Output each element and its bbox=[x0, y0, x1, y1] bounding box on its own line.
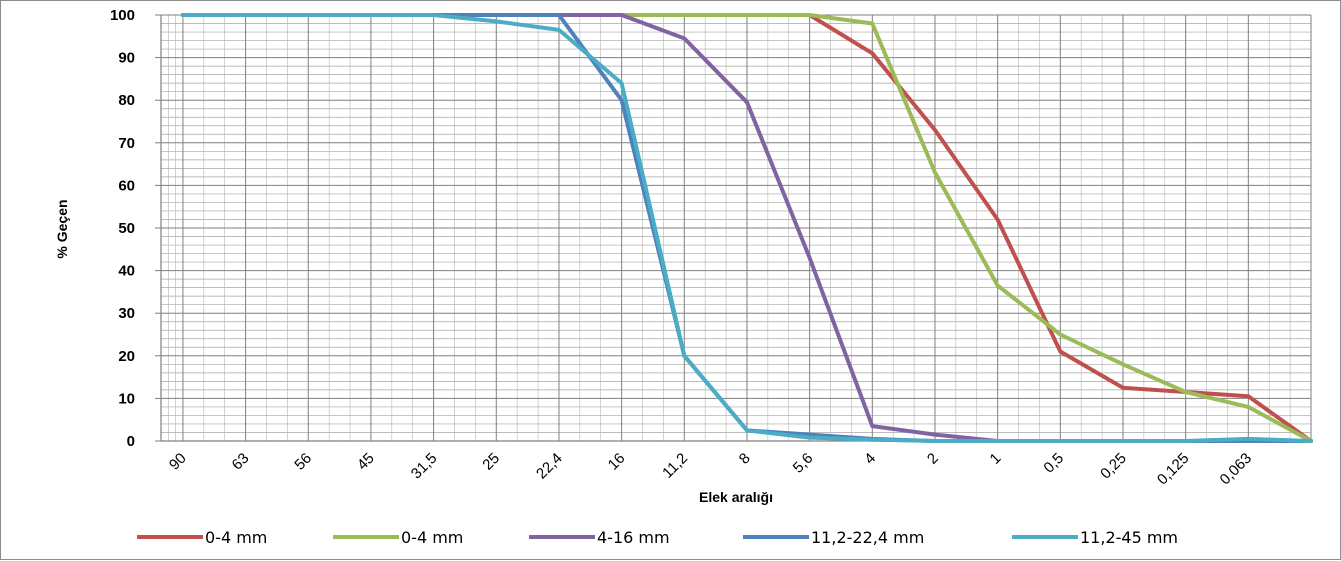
legend: 0-4 mm 0-4 mm 4-16 mm 11,2-22,4 mm 11,2-45 m… bbox=[137, 528, 1178, 547]
y-tick-label: 50 bbox=[118, 220, 135, 237]
x-tick-label: 11,2 bbox=[659, 450, 691, 482]
y-tick-label: 40 bbox=[118, 263, 135, 280]
y-tick-labels: 0 10 20 30 40 50 60 70 80 90 100 bbox=[110, 7, 135, 450]
x-tick-label: 0,063 bbox=[1217, 450, 1256, 489]
legend-label: 11,2-22,4 mm bbox=[811, 528, 924, 547]
legend-label: 11,2-45 mm bbox=[1080, 528, 1178, 547]
x-tick-label: 31,5 bbox=[408, 450, 441, 483]
x-tick-label: 45 bbox=[354, 450, 378, 474]
x-tick-label: 2 bbox=[924, 450, 942, 468]
legend-label: 0-4 mm bbox=[205, 528, 267, 547]
x-tick-label: 90 bbox=[166, 450, 190, 474]
x-tick-label: 56 bbox=[291, 450, 315, 474]
x-tick-label: 0,5 bbox=[1040, 450, 1067, 477]
x-tick-label: 5,6 bbox=[790, 450, 817, 477]
y-tick-label: 90 bbox=[118, 50, 135, 67]
y-tick-label: 80 bbox=[118, 92, 135, 109]
x-tick-label: 0,125 bbox=[1154, 450, 1193, 489]
legend-label: 0-4 mm bbox=[401, 528, 463, 547]
x-tick-labels: 90 63 56 45 31,5 25 22,4 16 11,2 8 5,6 4 2 1 0,5 0,25 0,… bbox=[166, 450, 1255, 489]
y-tick-label: 70 bbox=[118, 135, 135, 152]
x-tick-label: 4 bbox=[861, 450, 879, 468]
y-tick-label: 20 bbox=[118, 348, 135, 365]
x-tick-label: 22,4 bbox=[533, 450, 566, 483]
y-tick-label: 0 bbox=[127, 433, 135, 450]
x-tick-label: 1 bbox=[987, 450, 1005, 468]
y-tick-label: 30 bbox=[118, 305, 135, 322]
x-tick-label: 0,25 bbox=[1097, 450, 1130, 483]
series-line-5 bbox=[180, 13, 1313, 443]
x-axis-title: Elek aralığı bbox=[699, 489, 773, 505]
x-tick-label: 25 bbox=[479, 450, 503, 474]
major-gridlines bbox=[161, 14, 1312, 442]
y-tick-label: 100 bbox=[110, 7, 135, 24]
x-tick-label: 8 bbox=[736, 450, 754, 468]
x-tick-label: 16 bbox=[605, 450, 629, 474]
y-axis-title: % Geçen bbox=[54, 199, 70, 258]
legend-label: 4-16 mm bbox=[597, 528, 670, 547]
x-tick-label: 63 bbox=[229, 450, 253, 474]
y-tick-label: 60 bbox=[118, 177, 135, 194]
y-tick-label: 10 bbox=[118, 390, 135, 407]
series-lines bbox=[180, 13, 1313, 443]
